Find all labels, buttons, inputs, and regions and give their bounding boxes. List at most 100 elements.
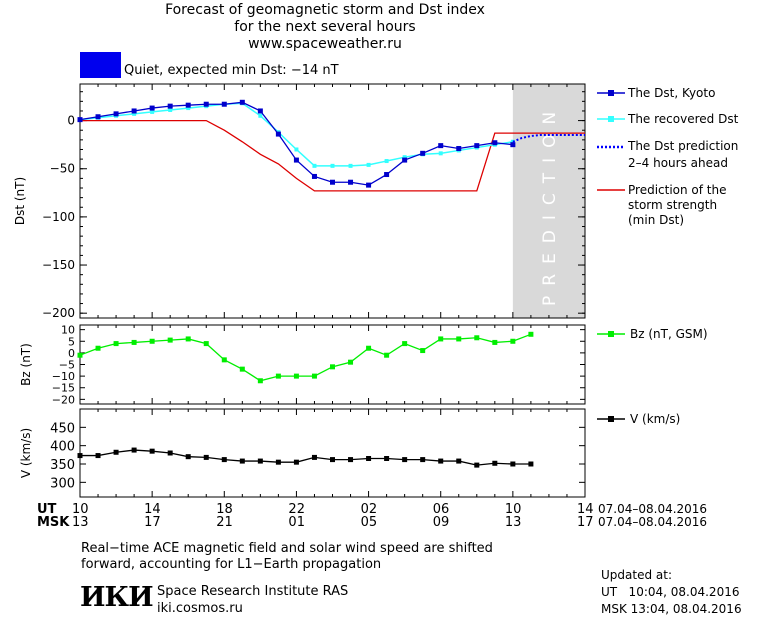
bz-point — [420, 348, 426, 354]
dst-kyoto-point — [131, 108, 137, 114]
bz-line — [79, 333, 532, 382]
dst-kyoto-point — [330, 179, 335, 185]
dst-ytick-label: −150 — [42, 258, 75, 272]
legend-marker-recovered — [608, 116, 614, 122]
speed-point — [257, 458, 263, 464]
bz-ytick-label: −10 — [52, 370, 75, 383]
chart-title-line-1: Forecast of geomagnetic storm and Dst in… — [165, 2, 485, 18]
speed-point — [77, 453, 83, 459]
updated-label: Updated at: — [601, 568, 672, 582]
legend-marker-bz — [608, 331, 614, 337]
bz-point — [456, 336, 462, 342]
footnote-line-1: Real−time ACE magnetic field and solar w… — [81, 541, 493, 556]
dst-recovered-point — [438, 151, 443, 156]
msk-tick-label: 09 — [432, 515, 450, 530]
dst-recovered-line — [79, 102, 513, 167]
msk-tick-label: 13 — [72, 515, 89, 530]
dst-ytick-label: −50 — [50, 162, 75, 176]
dst-recovered-point — [330, 163, 335, 168]
speed-point — [438, 458, 444, 464]
bz-point — [95, 345, 101, 351]
bz-ytick-label: 0 — [68, 347, 75, 360]
speed-point — [402, 457, 408, 463]
legend-label-storm-1: Prediction of the — [628, 183, 727, 197]
speed-ytick-label: 300 — [50, 476, 75, 491]
axis-label-msk: MSK — [37, 515, 70, 530]
speed-point — [167, 450, 173, 456]
legend-label-bz: Bz (nT, GSM) — [630, 327, 708, 341]
bz-point — [257, 378, 263, 384]
speed-point — [275, 459, 281, 465]
legend-label-dst-kyoto: The Dst, Kyoto — [628, 86, 716, 100]
dst-kyoto-point — [510, 142, 516, 148]
dst-recovered-point — [150, 109, 155, 114]
bz-point — [474, 335, 480, 341]
status-text: Quiet, expected min Dst: −14 nT — [124, 63, 339, 78]
speed-point — [311, 454, 317, 460]
dst-kyoto-point — [438, 143, 444, 149]
dst-kyoto-point — [402, 157, 408, 163]
dst-kyoto-point — [149, 105, 155, 111]
dst-kyoto-point — [492, 140, 498, 146]
dst-kyoto-point — [203, 101, 209, 107]
speed-point — [384, 456, 390, 461]
speed-line — [80, 449, 531, 466]
bz-point — [185, 336, 191, 342]
bz-point — [311, 373, 317, 379]
bz-point — [330, 364, 335, 370]
speed-point — [185, 454, 191, 460]
msk-date-range: 07.04–08.04.2016 — [598, 515, 708, 529]
footnote-line-2: forward, accounting for L1−Earth propaga… — [81, 557, 382, 572]
speed-ytick-label: 450 — [50, 421, 75, 436]
institute-name[interactable]: Space Research Institute RAS — [157, 584, 349, 599]
speed-point — [239, 458, 245, 464]
msk-tick-label: 05 — [360, 515, 378, 530]
updated-msk: MSK 13:04, 08.04.2016 — [601, 602, 742, 616]
speed-point — [492, 460, 498, 466]
speed-point — [221, 457, 227, 463]
bz-ytick-label: −20 — [52, 393, 75, 406]
bz-ytick-label: −5 — [59, 359, 75, 372]
dst-recovered-point — [186, 106, 191, 111]
bz-ytick-label: −15 — [52, 382, 75, 395]
dst-recovered-point — [294, 147, 299, 152]
legend-marker-kyoto — [608, 90, 614, 96]
legend-label-dst-prediction-1: The Dst prediction — [628, 139, 739, 153]
bz-point — [239, 366, 245, 372]
speed-point — [456, 458, 462, 464]
msk-tick-label: 21 — [216, 515, 233, 530]
ut-tick-label: 14 — [577, 502, 594, 517]
msk-tick-label: 17 — [577, 515, 594, 530]
prediction-label: PREDICTION — [540, 102, 560, 306]
speed-point — [293, 459, 299, 465]
speed-axis-label: V (km/s) — [19, 428, 33, 478]
storm-strength-line — [80, 119, 585, 192]
bz-point — [492, 339, 498, 345]
dst-recovered-point — [312, 163, 317, 168]
chart-title-line-2: for the next several hours — [234, 19, 416, 35]
speed-point — [113, 449, 119, 455]
legend-label-speed: V (km/s) — [630, 412, 681, 426]
legend-label-dst-recovered: The recovered Dst — [628, 112, 739, 126]
speed-ytick-label: 400 — [50, 440, 75, 455]
dst-kyoto-point — [167, 103, 173, 109]
dst-recovered-point — [168, 108, 173, 112]
dst-kyoto-point — [366, 182, 372, 188]
dst-kyoto-point — [293, 157, 299, 163]
bz-axis-label: Bz (nT) — [19, 343, 33, 386]
legend-label-storm-3: (min Dst) — [628, 213, 685, 227]
institute-site-link[interactable]: iki.cosmos.ru — [157, 601, 243, 616]
bz-ytick-label: 10 — [61, 324, 75, 337]
prediction-band — [512, 84, 585, 318]
bz-point — [348, 359, 354, 365]
speed-point — [474, 462, 480, 468]
dst-ytick-label: 0 — [67, 114, 75, 128]
bz-point — [510, 338, 516, 344]
ut-tick-label: 10 — [504, 502, 522, 517]
dst-panel-frame — [79, 83, 586, 319]
dst-recovered-point — [348, 163, 353, 168]
dst-kyoto-point — [384, 172, 390, 178]
bz-point — [384, 352, 390, 358]
bz-point — [221, 357, 227, 363]
